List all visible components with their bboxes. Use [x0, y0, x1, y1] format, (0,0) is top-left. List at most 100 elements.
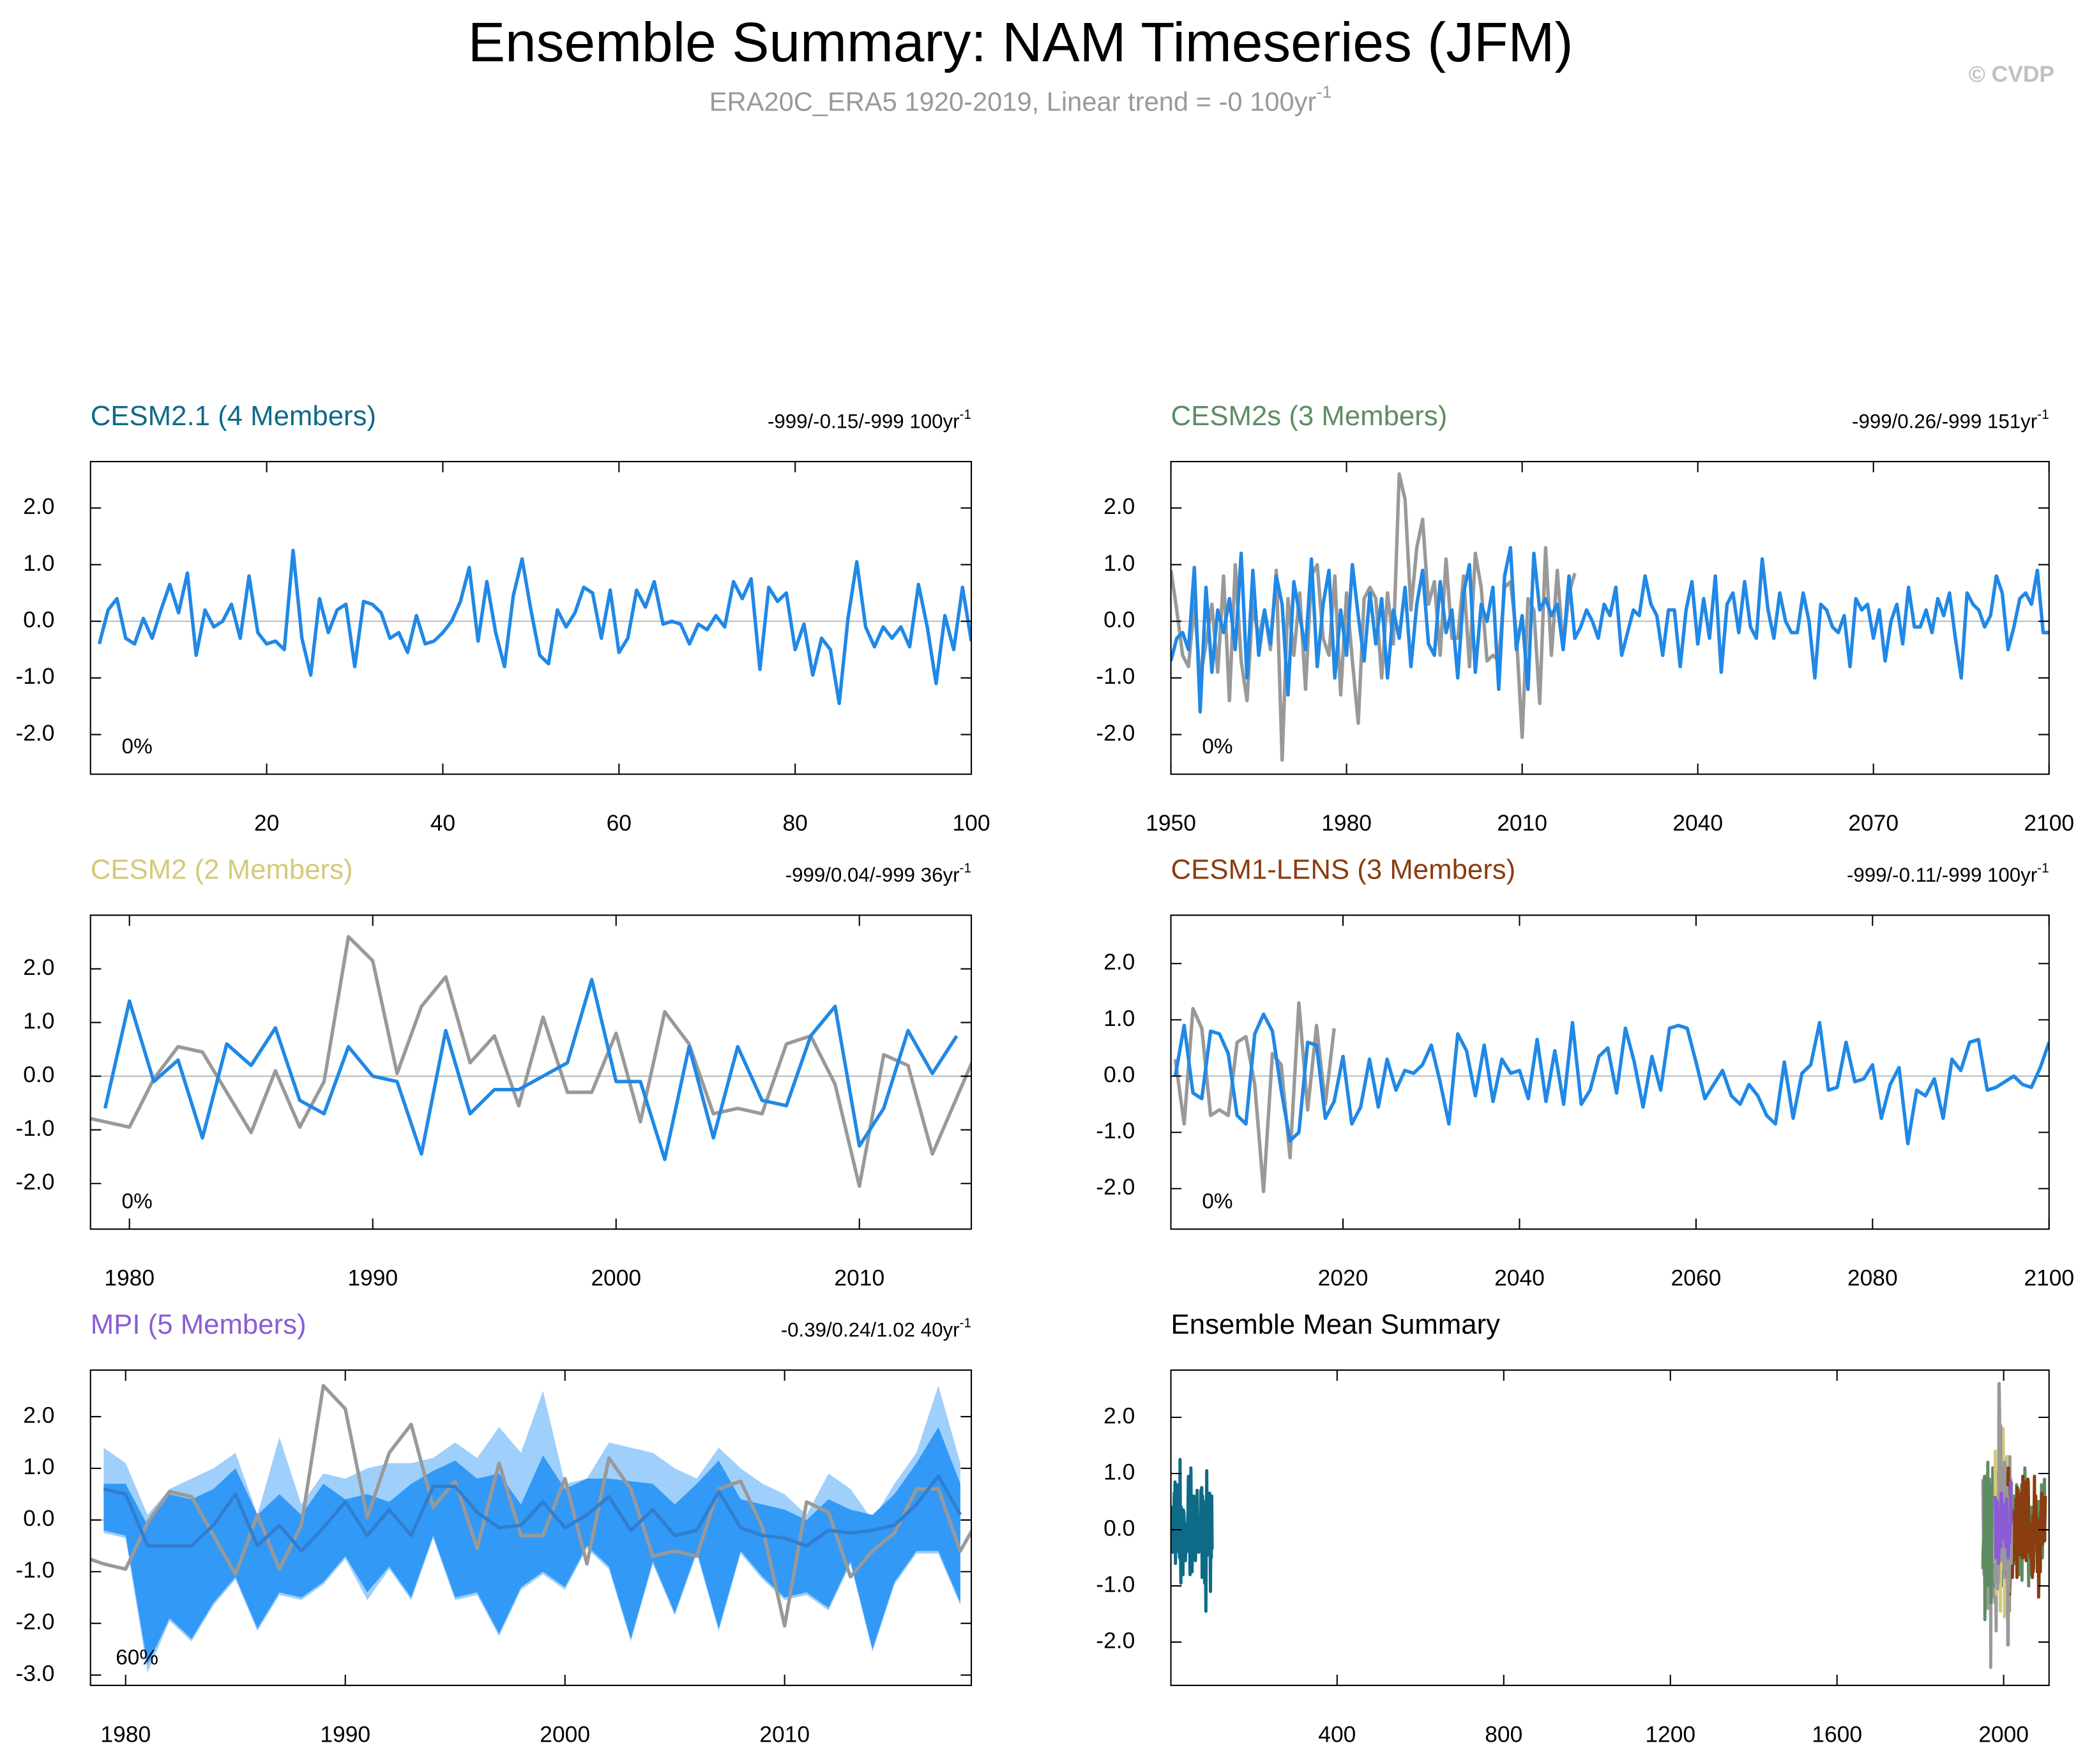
y-tick-label: -2.0	[15, 1169, 54, 1195]
y-tick-label: 2.0	[23, 954, 54, 980]
plot-frame	[89, 914, 973, 1230]
figure-title: Ensemble Summary: NAM Timeseries (JFM)	[468, 11, 1573, 73]
x-tick-label: 2010	[759, 1721, 810, 1747]
x-tick-label: 2010	[1497, 810, 1547, 836]
plot-frame	[1170, 914, 2050, 1230]
panel: MPI (5 Members) -0.39/0.24/1.02 40yr-1 -3.…	[15, 1309, 973, 1747]
y-tick-label: -2.0	[1096, 720, 1135, 746]
x-tick-label: 1200	[1645, 1721, 1695, 1747]
panel-title: MPI (5 Members)	[91, 1309, 307, 1340]
spread-band	[103, 1427, 960, 1665]
x-tick-label: 1950	[1146, 810, 1196, 836]
trend-sup: -1	[2037, 861, 2049, 875]
panel-title: CESM2s (3 Members)	[1171, 400, 1448, 432]
plot-frame	[89, 1369, 973, 1686]
y-tick-label: 0.0	[1103, 607, 1135, 632]
x-tick-label: 2000	[1978, 1721, 2029, 1747]
credit: © CVDP	[1969, 61, 2054, 87]
panel: Ensemble Mean Summary -2.0 -1.0 0.0 1.0 2.0 40…	[1096, 1309, 2050, 1747]
panel: CESM2.1 (4 Members) -999/-0.15/-999 100yr…	[15, 400, 990, 836]
y-tick-label: -1.0	[15, 1115, 54, 1141]
subtitle-text: ERA20C_ERA5 1920-2019, Linear trend = -0…	[709, 87, 1317, 117]
trend-label: -999/-0.11/-999 100yr-1	[1847, 861, 2049, 886]
plot-area	[1171, 1382, 2047, 1670]
plot-frame	[1170, 460, 2050, 775]
plot-area	[90, 935, 972, 1188]
subtitle-sup: -1	[1316, 82, 1331, 102]
panel-title: CESM2 (2 Members)	[91, 854, 353, 885]
x-tick-label: 20	[254, 810, 279, 836]
y-tick-label: 2.0	[1103, 494, 1135, 519]
series-line	[90, 1383, 972, 1628]
y-tick-label: 0.0	[1103, 1515, 1135, 1541]
summary-line	[1171, 1458, 1214, 1613]
y-tick-label: 1.0	[23, 1008, 54, 1034]
panel-title: CESM2.1 (4 Members)	[91, 400, 376, 432]
panel: CESM1-LENS (3 Members) -999/-0.11/-999 10…	[1096, 854, 2074, 1290]
y-tick-label: 0.0	[23, 1062, 54, 1087]
series-line	[97, 548, 972, 705]
y-tick-label: 0.0	[23, 607, 54, 632]
y-tick-label: 1.0	[23, 1454, 54, 1479]
percent-label: 0%	[122, 1189, 153, 1213]
y-tick-label: -1.0	[15, 663, 54, 689]
trend-sup: -1	[959, 407, 971, 422]
y-tick-label: -2.0	[1096, 1174, 1135, 1200]
y-tick-label: 1.0	[1103, 1006, 1135, 1031]
series-line	[103, 1474, 962, 1553]
x-tick-label: 400	[1318, 1721, 1356, 1747]
trend-sup: -1	[959, 861, 971, 875]
y-tick-label: -2.0	[15, 1609, 54, 1634]
y-tick-label: -2.0	[15, 720, 54, 746]
y-tick-label: 2.0	[1103, 1403, 1135, 1428]
series-line	[1173, 1001, 1336, 1193]
y-tick-label: -1.0	[1096, 1571, 1135, 1597]
x-tick-label: 1980	[1321, 810, 1372, 836]
x-tick-label: 1990	[347, 1265, 398, 1291]
y-tick-label: -1.0	[1096, 1118, 1135, 1143]
x-tick-label: 2000	[540, 1721, 590, 1747]
panel-title: CESM1-LENS (3 Members)	[1171, 854, 1516, 885]
trend-sup: -1	[959, 1316, 971, 1331]
x-tick-label: 80	[782, 810, 807, 836]
trend-label: -999/0.04/-999 36yr-1	[785, 861, 971, 886]
panel-title: Ensemble Mean Summary	[1171, 1309, 1501, 1340]
x-tick-label: 2100	[2024, 810, 2074, 836]
plot-area	[90, 548, 972, 705]
x-tick-label: 1600	[1812, 1721, 1862, 1747]
x-tick-label: 1980	[104, 1265, 155, 1291]
y-tick-label: 2.0	[1103, 949, 1135, 975]
percent-label: 0%	[1202, 1189, 1232, 1213]
series-line	[90, 935, 972, 1188]
y-tick-label: 0.0	[23, 1505, 54, 1531]
x-tick-label: 2040	[1494, 1265, 1545, 1291]
x-tick-label: 2100	[2024, 1265, 2074, 1291]
y-tick-label: -2.0	[1096, 1627, 1135, 1653]
summary-line	[1993, 1480, 2013, 1565]
figure-subtitle: ERA20C_ERA5 1920-2019, Linear trend = -0…	[709, 82, 1332, 117]
x-tick-label: 100	[952, 810, 990, 836]
x-tick-label: 2020	[1318, 1265, 1369, 1291]
x-tick-label: 60	[607, 810, 632, 836]
plot-area	[90, 1383, 972, 1673]
x-tick-label: 2040	[1672, 810, 1723, 836]
plot-area	[1171, 1001, 2049, 1193]
series-line	[1171, 546, 2049, 714]
x-tick-label: 800	[1485, 1721, 1522, 1747]
trend-text: -999/-0.15/-999 100yr	[768, 411, 960, 433]
x-tick-label: 2010	[834, 1265, 884, 1291]
trend-sup: -1	[2037, 407, 2049, 422]
y-tick-label: 1.0	[1103, 550, 1135, 576]
x-tick-label: 1990	[320, 1721, 370, 1747]
trend-label: -999/0.26/-999 151yr-1	[1852, 407, 2049, 433]
trend-label: -999/-0.15/-999 100yr-1	[768, 407, 971, 433]
percent-label: 0%	[1202, 735, 1232, 758]
y-tick-label: -1.0	[1096, 663, 1135, 689]
x-tick-label: 2070	[1848, 810, 1899, 836]
x-tick-label: 2060	[1671, 1265, 1722, 1291]
y-tick-label: 1.0	[1103, 1459, 1135, 1484]
y-tick-label: 0.0	[1103, 1062, 1135, 1087]
y-tick-label: -3.0	[15, 1661, 54, 1686]
percent-label: 0%	[122, 735, 153, 758]
